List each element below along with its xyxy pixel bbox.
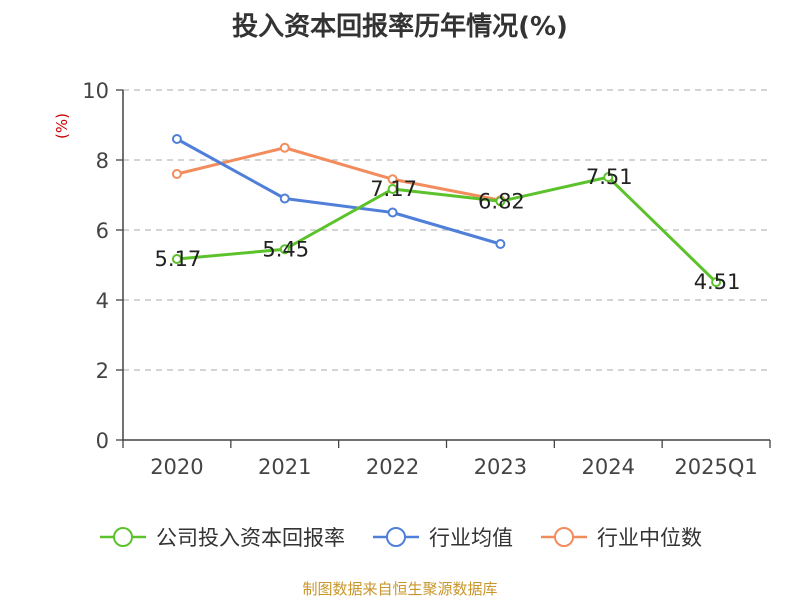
x-tick-label: 2022: [366, 455, 419, 479]
data-label: 6.82: [478, 189, 525, 213]
data-point[interactable]: [387, 207, 398, 218]
x-tick-label: 2021: [258, 455, 311, 479]
legend-swatch: [541, 527, 587, 547]
data-label: 7.51: [586, 165, 633, 189]
x-tick-label: 2025Q1: [674, 455, 757, 479]
legend-swatch: [373, 527, 419, 547]
y-tick-label: 6: [96, 219, 109, 243]
data-point[interactable]: [495, 196, 506, 207]
chart-title: 投入资本回报率历年情况(%): [232, 12, 568, 42]
legend-label: 行业中位数: [597, 526, 702, 550]
legend-label: 行业均值: [429, 526, 513, 550]
y-tick-label: 4: [96, 289, 109, 313]
series-line: [175, 137, 502, 246]
data-point[interactable]: [603, 172, 614, 183]
data-point[interactable]: [279, 244, 290, 255]
data-point[interactable]: [171, 134, 182, 144]
y-tick-label: 2: [96, 359, 109, 383]
legend-swatch: [100, 527, 146, 547]
y-axis-label: (%): [53, 113, 71, 139]
data-label: 7.17: [370, 177, 417, 201]
legend-label: 公司投入资本回报率: [156, 526, 345, 550]
x-tick-label: 2020: [150, 455, 203, 479]
y-tick-label: 10: [82, 79, 109, 103]
y-tick-label: 8: [96, 149, 109, 173]
data-point[interactable]: [171, 254, 182, 265]
data-label: 4.51: [694, 270, 741, 294]
legend: 公司投入资本回报率 行业均值 行业中位数: [0, 520, 800, 554]
x-tick-label: 2023: [474, 455, 527, 479]
data-point[interactable]: [279, 142, 290, 153]
data-point[interactable]: [711, 277, 722, 288]
series-line: [175, 175, 718, 284]
data-label: 5.45: [262, 237, 309, 261]
legend-item[interactable]: 行业中位数: [539, 522, 702, 552]
series-line: [175, 146, 502, 202]
y-tick-label: 0: [96, 429, 109, 453]
legend-item[interactable]: 公司投入资本回报率: [98, 522, 345, 552]
data-point[interactable]: [171, 169, 182, 179]
source-note: 制图数据来自恒生聚源数据库: [302, 580, 498, 598]
data-label: 5.17: [155, 247, 202, 271]
data-point[interactable]: [495, 239, 506, 249]
data-point[interactable]: [279, 193, 290, 204]
x-tick-label: 2024: [582, 455, 635, 479]
data-point[interactable]: [387, 174, 398, 185]
legend-item[interactable]: 行业均值: [371, 522, 513, 552]
data-point[interactable]: [387, 184, 398, 195]
